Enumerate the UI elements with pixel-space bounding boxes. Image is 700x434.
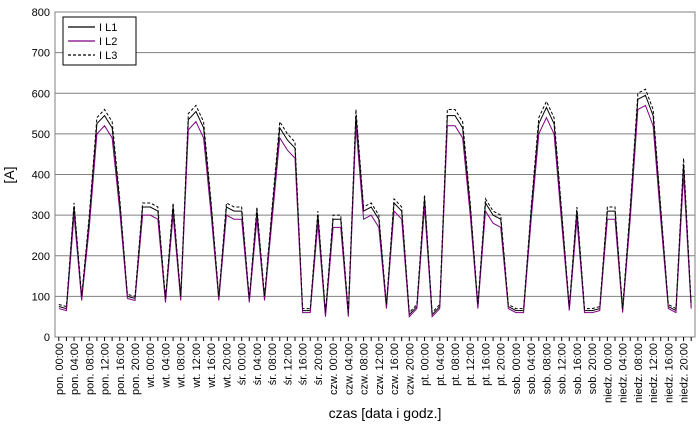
x-tick-label: pt. 04:00 [435, 343, 447, 386]
x-tick-label: śr. 16:00 [298, 343, 310, 385]
x-tick-label: pt. 20:00 [496, 343, 508, 386]
x-tick-label: pon. 16:00 [115, 343, 127, 395]
x-tick-label: pt. 00:00 [420, 343, 432, 386]
legend-label: I L3 [99, 50, 117, 62]
x-tick-label: czw. 04:00 [343, 343, 355, 395]
x-tick-label: pt. 08:00 [450, 343, 462, 386]
x-tick-label: pon. 04:00 [69, 343, 81, 395]
x-tick-label: niedz. 00:00 [602, 343, 614, 403]
x-tick-label: niedz. 16:00 [663, 343, 675, 403]
x-tick-label: sob. 16:00 [572, 343, 584, 394]
x-tick-label: śr. 00:00 [237, 343, 249, 385]
y-axis-label: [A] [1, 166, 17, 183]
x-tick-label: czw. 12:00 [374, 343, 386, 395]
x-tick-label: wt. 12:00 [191, 343, 203, 389]
x-tick-label: pt. 12:00 [465, 343, 477, 386]
y-tick-label: 400 [32, 170, 50, 182]
x-tick-label: czw. 00:00 [328, 343, 340, 395]
legend-label: I L2 [99, 36, 117, 48]
x-tick-label: wt. 04:00 [160, 343, 172, 389]
x-tick-label: pon. 12:00 [100, 343, 112, 395]
x-tick-label: pon. 00:00 [54, 343, 66, 395]
x-tick-label: sob. 04:00 [526, 343, 538, 394]
series-line [58, 104, 692, 318]
legend-label: I L1 [99, 22, 117, 34]
x-tick-label: śr. 20:00 [313, 343, 325, 385]
y-tick-label: 100 [32, 291, 50, 303]
x-tick-label: sob. 20:00 [587, 343, 599, 394]
series-line [58, 88, 692, 314]
y-tick-label: 200 [32, 251, 50, 263]
y-tick-label: 300 [32, 210, 50, 222]
x-tick-label: niedz. 20:00 [679, 343, 691, 403]
x-tick-label: czw. 08:00 [359, 343, 371, 395]
plot-frame [54, 11, 696, 338]
x-tick-label: niedz. 12:00 [648, 343, 660, 403]
y-tick-label: 0 [44, 332, 50, 344]
x-tick-label: czw. 16:00 [389, 343, 401, 395]
x-tick-label: niedz. 04:00 [618, 343, 630, 403]
x-tick-label: wt. 20:00 [221, 343, 233, 389]
x-tick-label: sob. 00:00 [511, 343, 523, 394]
x-tick-label: niedz. 08:00 [633, 343, 645, 403]
x-tick-label: sob. 12:00 [557, 343, 569, 394]
x-tick-label: pon. 08:00 [84, 343, 96, 395]
x-tick-label: pon. 20:00 [130, 343, 142, 395]
x-tick-label: wt. 00:00 [145, 343, 157, 389]
x-tick-label: śr. 04:00 [252, 343, 264, 385]
x-axis-label: czas [data i godz.] [329, 405, 442, 421]
x-tick-label: czw. 20:00 [404, 343, 416, 395]
y-tick-label: 600 [32, 88, 50, 100]
x-tick-label: wt. 08:00 [176, 343, 188, 389]
y-tick-label: 500 [32, 129, 50, 141]
x-tick-label: śr. 12:00 [282, 343, 294, 385]
x-tick-label: śr. 08:00 [267, 343, 279, 385]
y-tick-label: 700 [32, 48, 50, 60]
x-tick-label: sob. 08:00 [541, 343, 553, 394]
x-tick-label: pt. 16:00 [480, 343, 492, 386]
x-tick-label: wt. 16:00 [206, 343, 218, 389]
y-tick-label: 800 [32, 7, 50, 19]
